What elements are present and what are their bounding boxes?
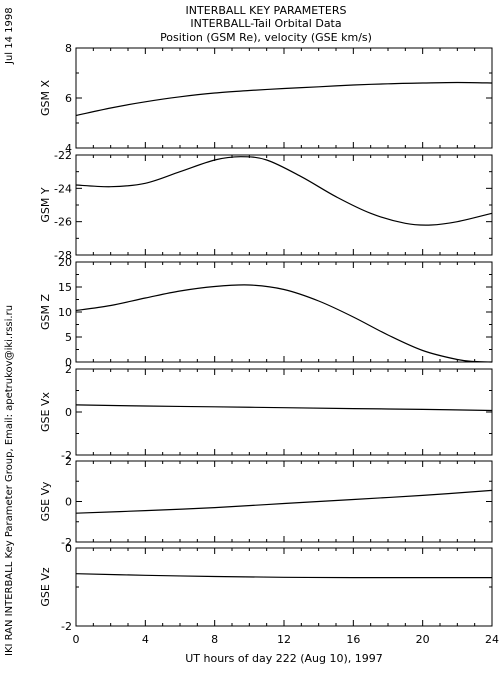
y-tick-label: 2 bbox=[65, 363, 72, 376]
date-stamp: Jul 14 1998 bbox=[4, 7, 15, 65]
y-tick-label: 6 bbox=[65, 92, 72, 105]
y-tick-label: -22 bbox=[54, 149, 72, 162]
y-tick-label: -28 bbox=[54, 249, 72, 262]
y-tick-label: -26 bbox=[54, 216, 72, 229]
y-tick-label: 8 bbox=[65, 42, 72, 55]
y-tick-label: -2 bbox=[61, 536, 72, 549]
x-tick-label: 20 bbox=[416, 633, 430, 646]
x-tick-label: 24 bbox=[485, 633, 499, 646]
x-axis-label: UT hours of day 222 (Aug 10), 1997 bbox=[185, 652, 383, 665]
y-axis-label: GSE Vz bbox=[39, 567, 52, 606]
panel-frame bbox=[75, 261, 493, 363]
series-line bbox=[75, 156, 493, 226]
y-axis-label: GSM Y bbox=[39, 187, 52, 222]
y-tick-label: -2 bbox=[61, 620, 72, 633]
y-tick-label: 0 bbox=[65, 542, 72, 555]
panel-frame bbox=[75, 547, 493, 627]
y-tick-label: 4 bbox=[65, 142, 72, 155]
title-line-2: INTERBALL-Tail Orbital Data bbox=[190, 17, 341, 30]
y-tick-label: 20 bbox=[58, 256, 72, 269]
y-tick-label: 10 bbox=[58, 306, 72, 319]
y-tick-label: -24 bbox=[54, 182, 72, 195]
panel-frame bbox=[75, 154, 493, 256]
series-line bbox=[75, 489, 493, 514]
y-axis-label: GSM X bbox=[39, 80, 52, 116]
x-tick-label: 4 bbox=[142, 633, 149, 646]
series-line bbox=[75, 573, 492, 579]
panel-frame bbox=[75, 47, 493, 149]
x-tick-label: 12 bbox=[277, 633, 291, 646]
y-axis-label: GSM Z bbox=[39, 294, 52, 330]
x-tick-label: 8 bbox=[211, 633, 218, 646]
x-tick-label: 16 bbox=[346, 633, 360, 646]
y-tick-label: -2 bbox=[61, 449, 72, 462]
panel-frame bbox=[75, 368, 493, 456]
series-line bbox=[75, 284, 493, 363]
y-tick-label: 0 bbox=[65, 356, 72, 369]
y-axis-label: GSE Vy bbox=[39, 481, 52, 521]
title-line-1: INTERBALL KEY PARAMETERS bbox=[186, 4, 347, 17]
x-tick-label: 0 bbox=[73, 633, 80, 646]
series-line bbox=[75, 81, 493, 117]
y-tick-label: 15 bbox=[58, 281, 72, 294]
y-tick-label: 0 bbox=[65, 406, 72, 419]
y-tick-label: 5 bbox=[65, 331, 72, 344]
credit-line: IKI RAN INTERBALL Key Parameter Group, E… bbox=[4, 305, 15, 656]
y-tick-label: 2 bbox=[65, 455, 72, 468]
panel-frame bbox=[75, 460, 493, 543]
y-axis-label: GSE Vx bbox=[39, 392, 52, 432]
title-line-3: Position (GSM Re), velocity (GSE km/s) bbox=[160, 31, 372, 44]
y-tick-label: 0 bbox=[65, 496, 72, 509]
series-line bbox=[75, 404, 493, 412]
